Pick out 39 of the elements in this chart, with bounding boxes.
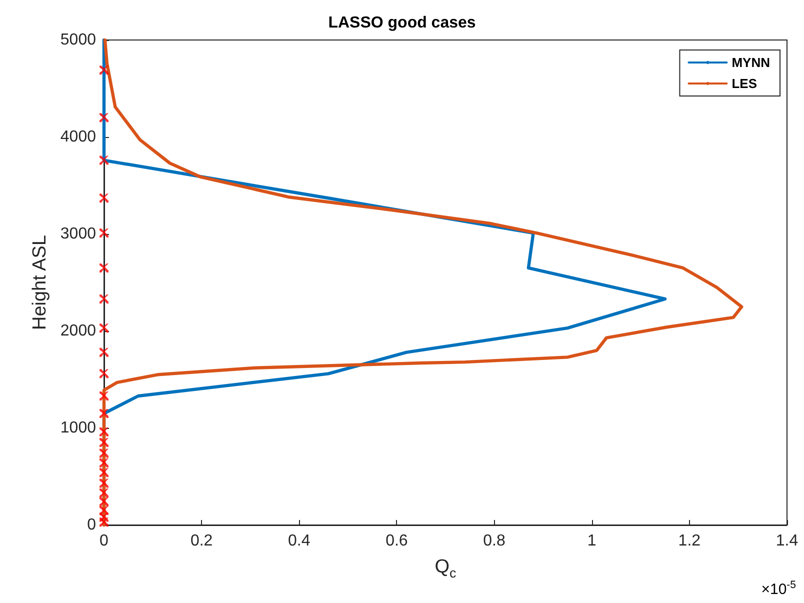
x-tick-label: 0.2 [190,532,213,550]
x-tick-label: 0.8 [483,532,506,550]
point [100,438,108,448]
x-tick-label: 1.4 [776,532,798,550]
point [100,497,108,506]
y-tick-label: 2000 [60,322,96,340]
y-axis-title: Height ASL [30,234,51,330]
legend-label: LES [732,76,758,91]
y-tick-label: 1000 [60,420,96,436]
x-tick-label: 0.4 [288,532,310,550]
point [100,518,108,527]
point [100,263,108,272]
point [100,427,108,436]
point [100,156,108,165]
point [100,468,108,478]
point [100,408,108,418]
y-tick-label: 3000 [60,226,96,242]
point [100,194,108,203]
point [100,458,108,468]
point [100,324,108,333]
x-tick-label: 0 [100,532,109,550]
legend-label: MYNN [732,55,770,70]
point [100,66,108,75]
chart-title: LASSO good cases [328,14,476,32]
y-tick-label: 5000 [60,32,96,48]
point [100,294,108,304]
x-tick-label: 0.6 [386,532,408,550]
x-tick-label: 1.2 [678,532,701,550]
y-tick-label: 4000 [60,128,96,146]
point [100,113,108,122]
point [100,488,108,498]
point [100,448,108,458]
point [100,478,108,488]
y-tick-label: 0 [87,516,96,534]
point [100,228,108,238]
point [100,391,108,400]
point [100,348,108,357]
x-tick-label: 1 [587,532,596,550]
point [100,369,108,378]
